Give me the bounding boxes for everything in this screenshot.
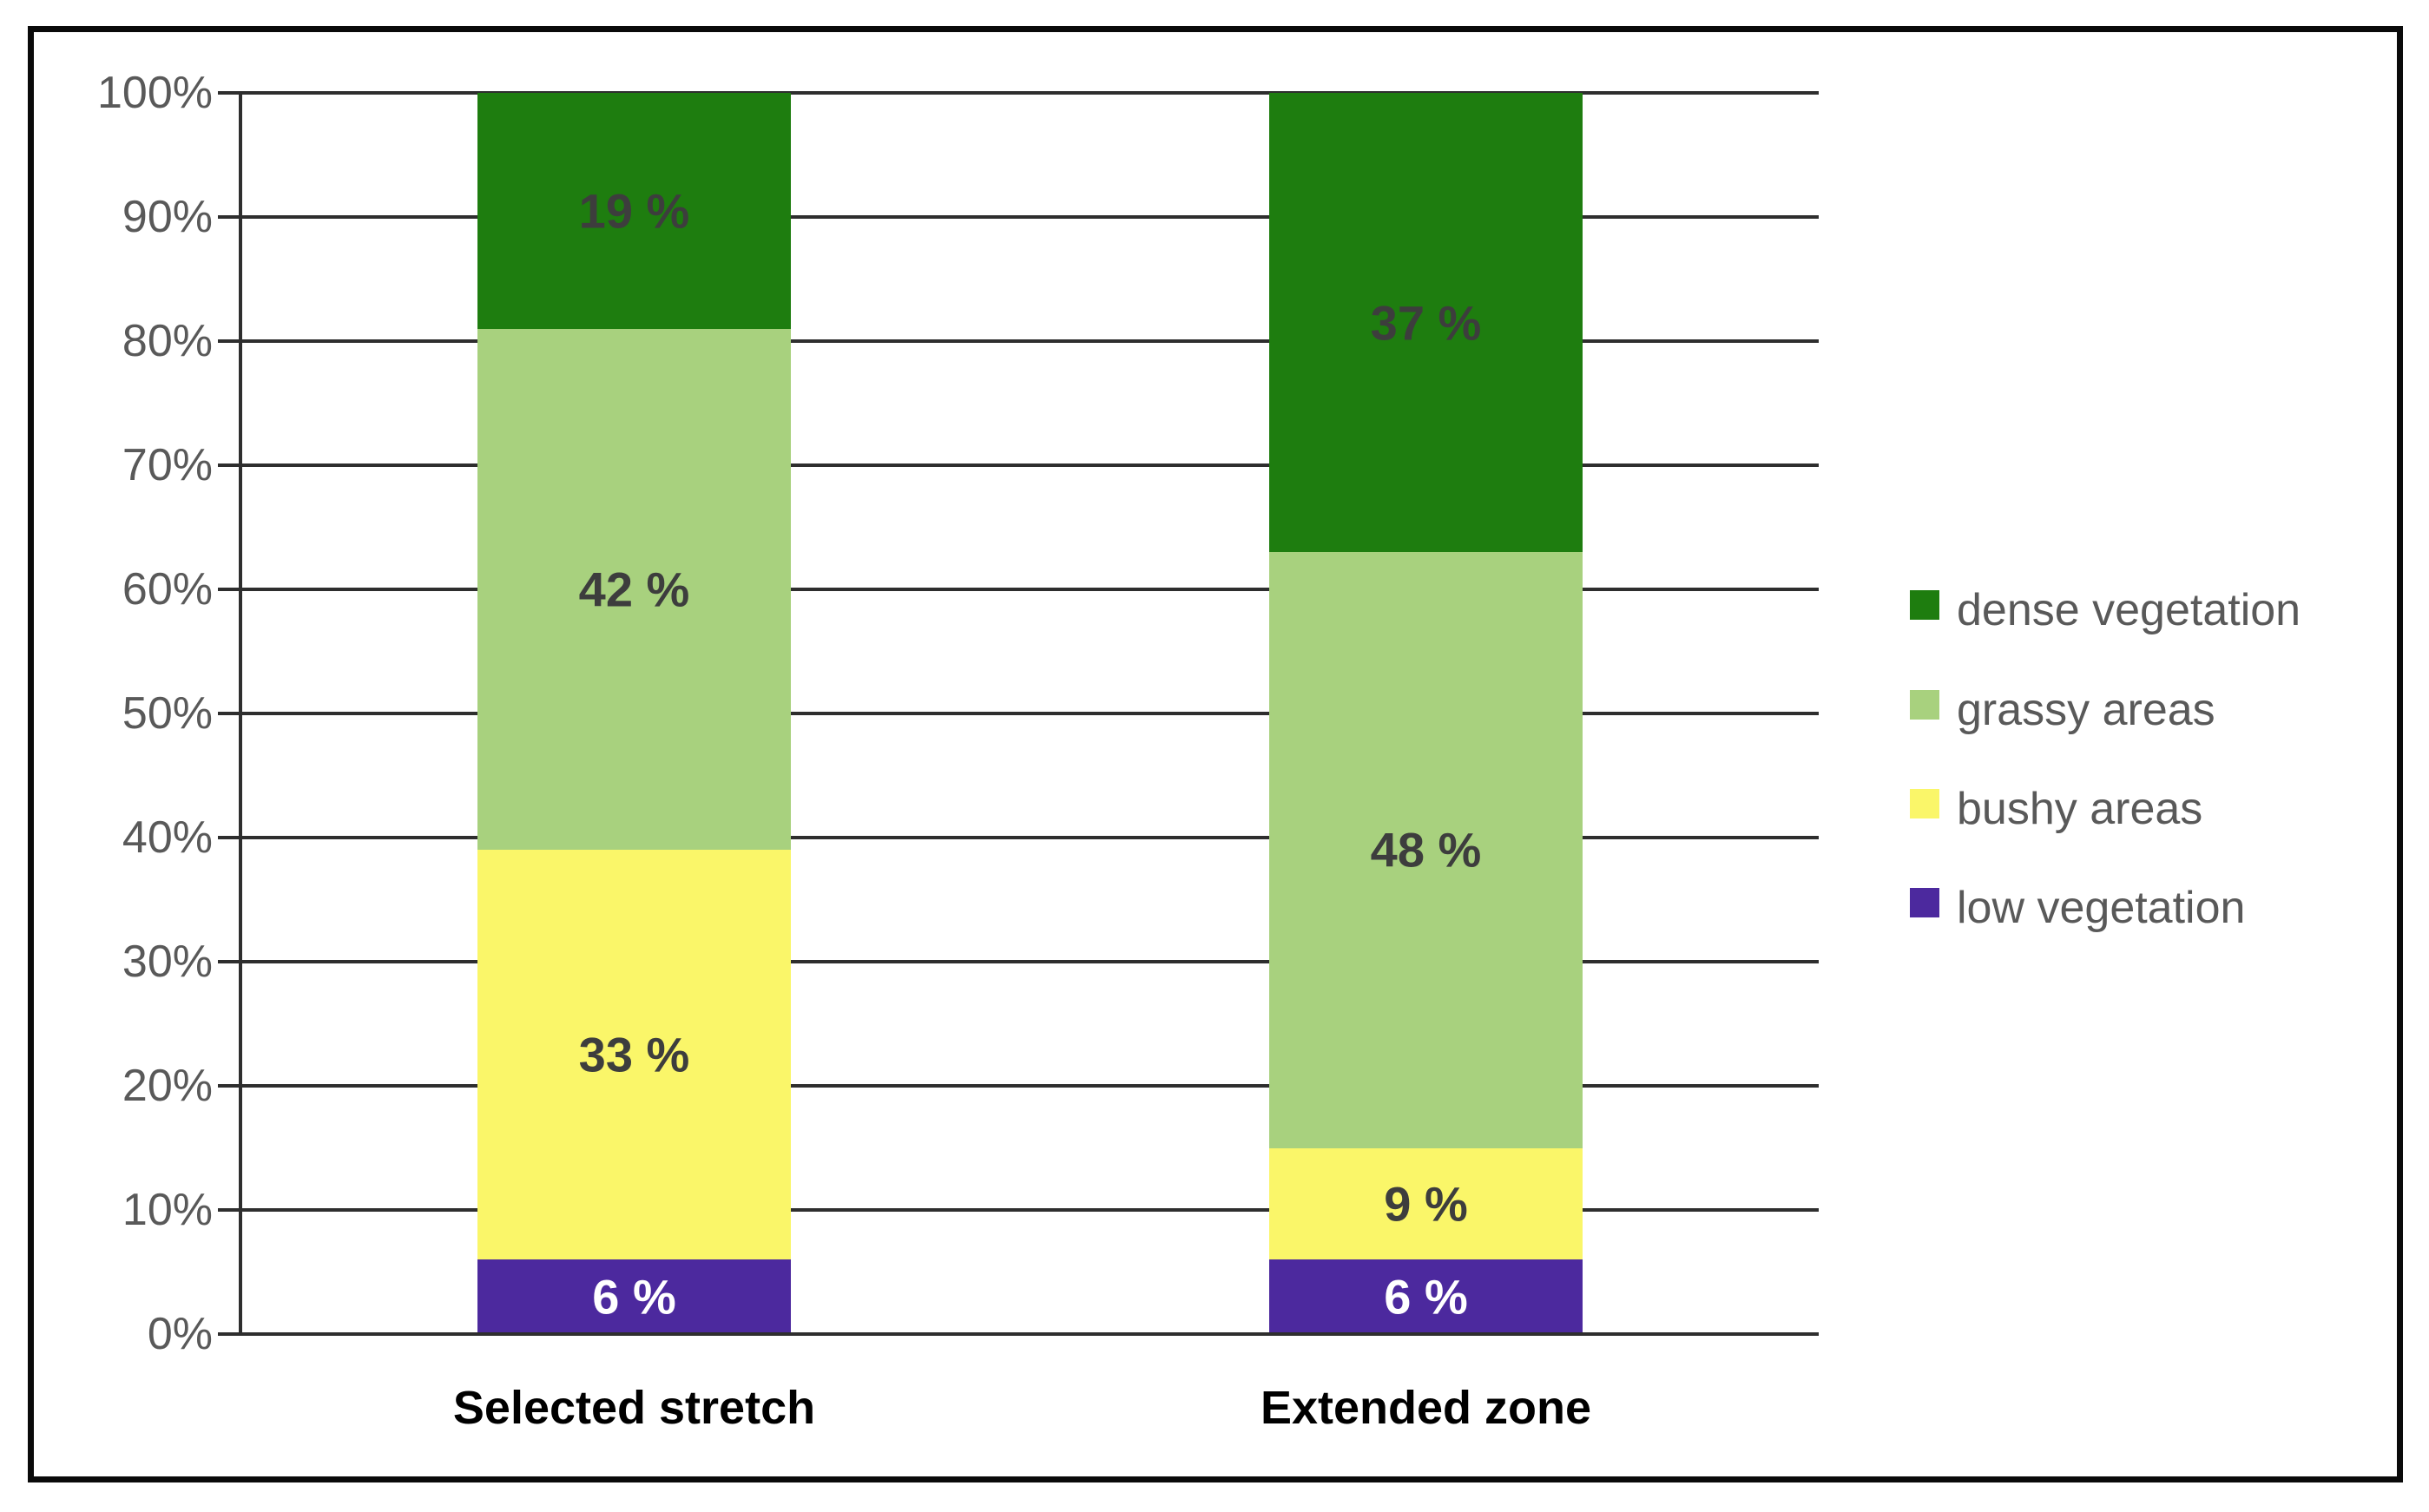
y-axis-tick <box>218 836 239 839</box>
gridline <box>239 836 1819 839</box>
y-axis-tick-label: 0% <box>147 1309 213 1359</box>
bar-segment-bushy-areas <box>477 850 791 1260</box>
category-label-selected-stretch: Selected stretch <box>452 1382 816 1434</box>
gridline <box>239 712 1819 715</box>
bar-segment-bushy-areas <box>1269 1147 1583 1260</box>
legend-item-bushy-areas: bushy areas <box>1910 779 2396 833</box>
bar-segment-low-vegetation <box>477 1259 791 1334</box>
y-axis-tick <box>218 339 239 343</box>
y-axis-tick-label: 90% <box>122 192 213 242</box>
y-axis-tick-label: 20% <box>122 1061 213 1111</box>
gridline <box>239 91 1819 95</box>
y-axis-tick <box>218 1332 239 1336</box>
gridline <box>239 463 1819 467</box>
segment-value-label: 6 % <box>1384 1269 1468 1325</box>
category-label-extended-zone: Extended zone <box>1260 1382 1592 1434</box>
gridline <box>239 960 1819 963</box>
bar-segment-grassy-areas <box>1269 552 1583 1148</box>
y-axis-tick <box>218 91 239 95</box>
y-axis-tick-label: 50% <box>122 688 213 739</box>
y-axis-tick <box>218 463 239 467</box>
legend-item-label: bushy areas <box>1957 784 2203 834</box>
y-axis-tick <box>218 215 239 219</box>
y-axis-tick-label: 10% <box>122 1185 213 1235</box>
legend-swatch-low-vegetation <box>1910 888 1939 917</box>
y-axis-tick <box>218 960 239 963</box>
segment-value-label: 37 % <box>1370 295 1482 351</box>
legend-item-label: low vegetation <box>1957 883 2246 933</box>
bar-segment-dense-vegetation <box>477 93 791 329</box>
gridline <box>239 1208 1819 1212</box>
y-axis-tick-label: 40% <box>122 812 213 863</box>
segment-value-label: 33 % <box>578 1027 690 1082</box>
legend-item-label: dense vegetation <box>1957 585 2301 635</box>
y-axis-tick <box>218 712 239 715</box>
bar-segment-grassy-areas <box>477 328 791 851</box>
gridline <box>239 339 1819 343</box>
legend-swatch-grassy-areas <box>1910 690 1939 720</box>
gridline <box>239 1084 1819 1088</box>
y-axis-tick <box>218 1084 239 1088</box>
segment-value-label: 19 % <box>578 183 690 239</box>
legend-item-label: grassy areas <box>1957 685 2215 735</box>
y-axis-tick-label: 60% <box>122 564 213 615</box>
segment-value-label: 6 % <box>592 1269 676 1325</box>
legend-swatch-dense-vegetation <box>1910 590 1939 620</box>
bar-extended-zone: 6 % 9 % 48 % 37 % <box>1269 93 1583 1334</box>
legend-item-dense-vegetation: dense vegetation <box>1910 581 2396 634</box>
chart-frame <box>28 26 2403 1482</box>
y-axis-tick-label: 70% <box>122 440 213 490</box>
segment-value-label: 42 % <box>578 562 690 617</box>
legend-item-low-vegetation: low vegetation <box>1910 878 2396 932</box>
y-axis-tick <box>218 1208 239 1212</box>
gridline <box>239 215 1819 219</box>
y-axis-line <box>239 91 242 1336</box>
y-axis-tick <box>218 588 239 591</box>
bar-selected-stretch: 6 % 33 % 42 % 19 % <box>477 93 791 1334</box>
y-axis-tick-label: 30% <box>122 937 213 987</box>
legend-item-grassy-areas: grassy areas <box>1910 680 2396 734</box>
gridline <box>239 588 1819 591</box>
segment-value-label: 48 % <box>1370 822 1482 878</box>
y-axis-tick-label: 80% <box>122 316 213 366</box>
bar-segment-low-vegetation <box>1269 1259 1583 1334</box>
bar-segment-dense-vegetation <box>1269 93 1583 553</box>
segment-value-label: 9 % <box>1384 1176 1468 1232</box>
y-axis-tick-label: 100% <box>97 68 213 118</box>
x-axis-line <box>239 1332 1819 1336</box>
legend-swatch-bushy-areas <box>1910 789 1939 818</box>
